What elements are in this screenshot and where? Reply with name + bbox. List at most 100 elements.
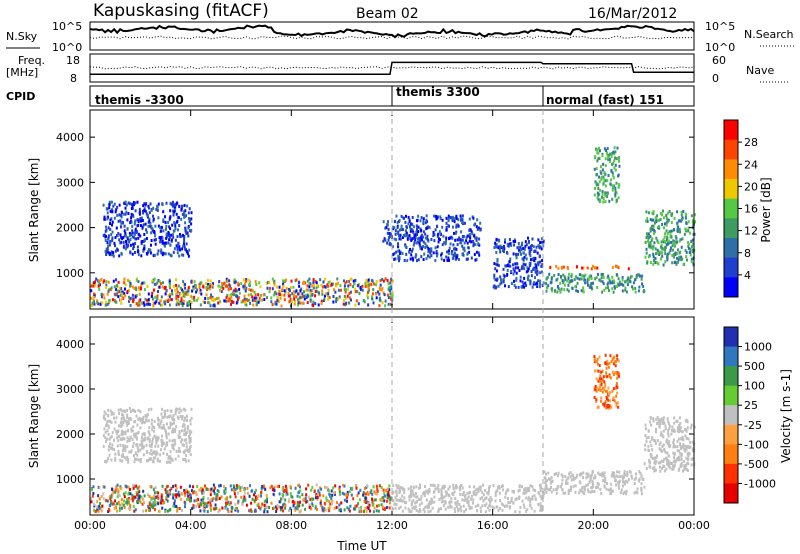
data-cell [655,252,657,256]
data-cell [122,503,125,507]
data-cell [248,298,251,302]
data-cell [110,446,112,450]
data-cell [169,460,172,464]
data-cell [190,295,193,299]
data-cell [437,484,440,487]
data-cell [676,449,679,453]
data-cell [596,159,599,163]
data-cell [156,452,159,456]
data-cell [662,247,665,251]
data-cell [150,208,153,212]
data-cell [467,503,470,507]
data-cell [236,289,239,293]
data-cell [297,491,300,494]
data-cell [317,303,320,307]
data-cell [618,374,620,378]
data-cell [143,438,146,442]
data-cell [434,246,437,250]
data-cell [679,429,681,433]
data-cell [404,229,407,233]
data-cell [136,303,139,307]
data-cell [480,510,482,513]
y-tick-label: 2000 [56,428,84,441]
data-cell [373,490,376,494]
data-cell [585,476,588,480]
data-cell [658,218,660,222]
data-cell [145,450,148,454]
data-cell [649,416,652,420]
data-cell [549,265,552,269]
data-cell [282,509,284,513]
data-cell [579,481,582,485]
data-cell [172,284,175,288]
data-cell [386,279,389,283]
data-cell [600,491,603,495]
data-cell [236,486,239,490]
data-cell [410,222,413,226]
data-cell [266,510,269,514]
data-cell [153,450,156,454]
data-cell [606,359,609,363]
data-cell [178,430,181,434]
data-cell [418,242,421,245]
data-cell [209,493,212,497]
data-cell [169,421,172,425]
data-cell [678,449,681,453]
data-cell [107,432,110,436]
data-cell [146,459,148,463]
data-cell [158,301,161,305]
data-cell [596,386,599,390]
data-cell [369,509,371,513]
velocity-colorbar-label: Velocity [m s-1] [779,369,793,463]
data-cell [351,486,354,490]
data-cell [484,488,486,492]
data-cell [644,434,647,437]
data-cell [468,491,471,495]
y-tick-label: 4000 [56,131,84,144]
data-cell [541,494,544,498]
station-title: Kapuskasing (fitACF) [93,1,269,21]
data-cell [334,492,336,496]
data-cell [133,231,136,235]
data-cell [671,425,674,429]
data-cell [581,490,584,494]
data-cell [662,435,665,439]
data-cell [248,280,251,284]
data-cell [608,157,611,161]
data-cell [411,247,414,251]
data-cell [167,426,170,430]
data-cell [127,460,130,464]
data-cell [141,301,144,305]
data-cell [301,503,304,507]
data-cell [105,439,107,443]
data-cell [391,295,394,299]
data-cell [334,484,337,488]
data-cell [550,277,553,281]
data-cell [133,245,135,249]
x-tick-label: 12:00 [376,519,408,532]
data-cell [556,290,559,294]
data-cell [184,501,187,505]
data-cell [398,218,401,222]
data-cell [603,402,606,406]
data-cell [440,493,443,497]
data-cell [187,217,190,220]
data-cell [402,487,405,491]
data-cell [647,435,650,439]
data-cell [165,232,168,236]
data-cell [684,249,687,253]
data-cell [595,147,597,151]
data-cell [354,278,357,282]
data-cell [229,484,232,488]
data-cell [477,242,480,246]
data-cell [476,227,479,231]
data-cell [472,498,475,502]
data-cell [470,256,473,260]
data-cell [172,429,175,433]
data-cell [184,283,186,286]
data-cell [303,294,306,298]
data-cell [543,491,546,495]
data-cell [182,253,185,257]
data-cell [98,279,101,283]
data-cell [461,235,464,238]
